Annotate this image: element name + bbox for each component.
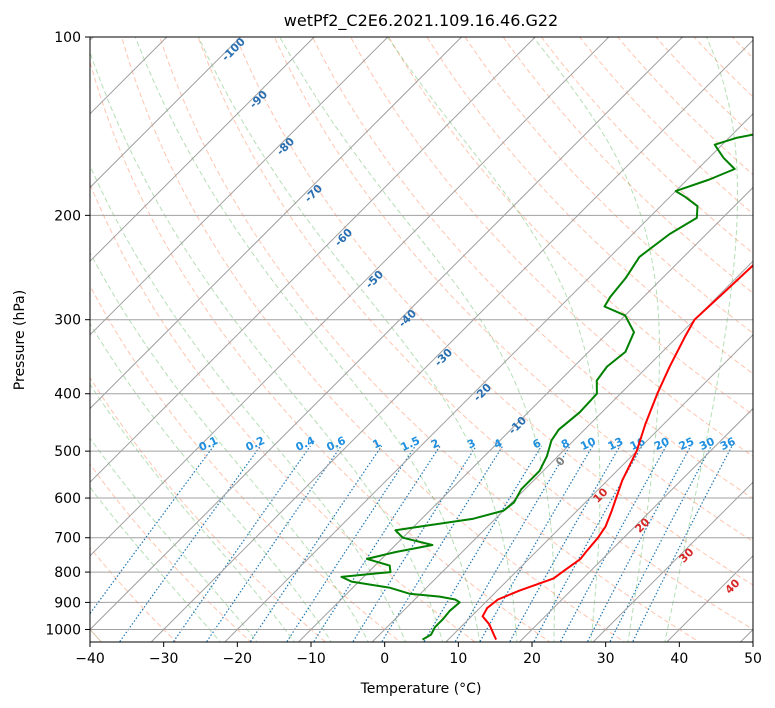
mixing-ratio-line	[249, 445, 383, 642]
x-tick-label: −30	[149, 651, 179, 667]
y-tick-label: 300	[54, 313, 81, 329]
mixing-ratio-line	[205, 445, 342, 642]
moist-adiabat-line	[90, 383, 295, 642]
isotherm-line	[90, 37, 389, 336]
isotherm-line	[592, 481, 753, 642]
mixing-ratio-label: 25	[677, 435, 696, 453]
dry-adiabat-line	[90, 182, 476, 642]
y-tick-label: 500	[54, 444, 81, 460]
isotherm-line	[518, 407, 753, 642]
isotherm-line	[224, 113, 753, 642]
mixing-ratio-label: 16	[628, 435, 648, 453]
chart-title: wetPf2_C2E6.2021.109.16.46.G22	[284, 11, 558, 31]
y-tick-label: 200	[54, 208, 81, 224]
mixing-ratio-label: 20	[652, 435, 672, 453]
y-tick-label: 400	[54, 387, 81, 403]
x-tick-label: 50	[744, 651, 762, 667]
mixing-ratio-labels: 0.1 0.2 0.4 0.6 1 1.5 2 3 4 6 8 10 13 16 20 25 30 36	[197, 434, 738, 454]
dry-adiabat-line	[197, 37, 753, 631]
moist-adiabat-line	[90, 486, 221, 642]
dewpoint-profile	[340, 133, 753, 641]
mixing-ratio-line	[172, 445, 311, 642]
x-tick-label: −20	[223, 651, 253, 667]
mixing-ratio-line	[508, 445, 621, 642]
profile-series	[340, 133, 753, 641]
y-tick-label: 600	[54, 491, 81, 507]
mixing-ratio-line	[533, 445, 643, 642]
isotherm-line	[90, 37, 684, 631]
dry-adiabat-line	[388, 37, 753, 416]
isotherm-line	[90, 37, 242, 189]
mixing-ratio-line	[286, 445, 416, 642]
dry-adiabat-line	[235, 37, 753, 586]
y-tick-label: 100	[54, 30, 81, 46]
mixing-ratio-label: 13	[606, 435, 625, 453]
isotherm-line	[90, 37, 463, 410]
mixing-ratio-label: 10	[578, 435, 598, 453]
x-tick-label: 0	[380, 651, 389, 667]
plot-frame	[89, 36, 754, 643]
dry-adiabat-line	[578, 37, 753, 215]
temperature-profile	[481, 264, 753, 641]
y-axis-label: Pressure (hPa)	[12, 290, 28, 390]
mixing-ratio-label: 36	[718, 435, 738, 453]
dry-adiabat-line	[273, 37, 753, 543]
mixing-ratio-label: 30	[697, 435, 717, 453]
y-tick-label: 800	[54, 565, 81, 581]
x-tick-label: 20	[523, 651, 541, 667]
dry-adiabat-line	[90, 376, 327, 642]
mixing-ratio-line	[352, 445, 477, 642]
x-axis: −40 −30 −20 −10 0 10 20 30 40 50	[75, 642, 762, 667]
isotherm-line	[90, 37, 610, 557]
y-axis: 100 200 300 400 500 600 700 800 900 1000	[45, 30, 90, 639]
y-tick-label: 700	[54, 531, 81, 547]
x-tick-label: −10	[296, 651, 326, 667]
x-tick-label: 10	[449, 651, 467, 667]
isotherm-line	[371, 260, 753, 642]
y-tick-label: 1000	[45, 623, 81, 639]
dry-adiabat-line	[311, 37, 753, 500]
dry-adiabat-line	[464, 37, 753, 334]
y-tick-label: 900	[54, 595, 81, 611]
dry-adiabat-line	[90, 284, 402, 642]
dry-adiabat-line	[502, 37, 753, 294]
x-tick-label: −40	[75, 651, 105, 667]
mixing-ratio-line	[118, 445, 261, 642]
x-tick-label: 30	[597, 651, 615, 667]
mixing-ratio-line	[90, 445, 215, 615]
mixing-ratio-line	[559, 445, 667, 642]
mixing-ratio-line	[380, 445, 504, 642]
dry-adiabat-line	[617, 37, 753, 176]
isotherm-line	[297, 186, 753, 642]
moist-adiabat-line	[90, 164, 406, 642]
x-tick-label: 40	[670, 651, 688, 667]
moist-adiabat-line	[90, 437, 258, 642]
isotherm-line	[90, 37, 536, 483]
mixing-ratio-line	[609, 445, 712, 642]
grid-lines	[90, 37, 753, 642]
x-axis-label: Temperature (°C)	[360, 681, 482, 697]
isotherm-line	[150, 39, 753, 642]
isotherm-line	[445, 334, 753, 642]
mixing-ratio-line	[312, 445, 441, 642]
isotherm-line	[90, 37, 315, 262]
dry-adiabat-line	[350, 37, 753, 458]
mixing-ratio-line	[479, 445, 594, 642]
mixing-ratio-line	[586, 445, 692, 642]
